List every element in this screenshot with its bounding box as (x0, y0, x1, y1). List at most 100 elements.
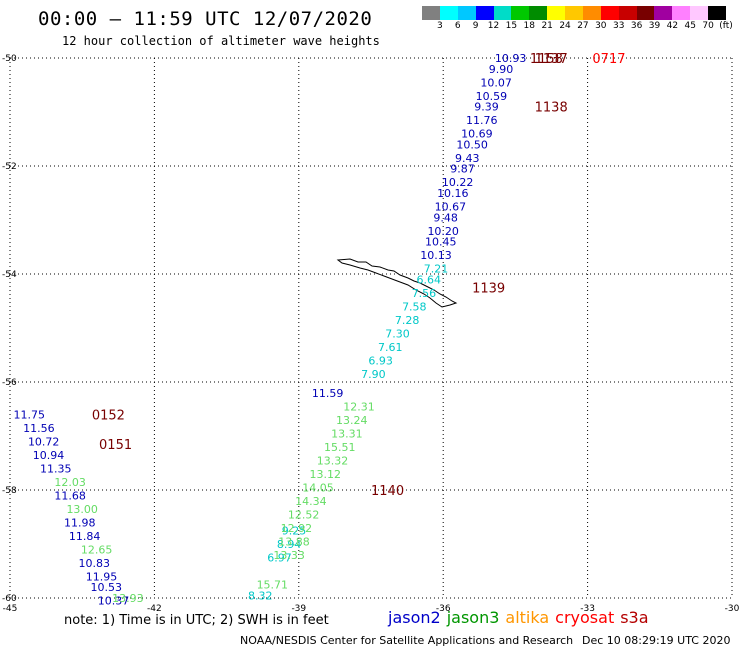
x-tick-label: -39 (291, 604, 306, 614)
pass-time-label: 1137 (535, 52, 568, 67)
swh-value-jason2: 10.20 (427, 225, 459, 238)
chart-subtitle: 12 hour collection of altimeter wave hei… (62, 34, 380, 48)
pass-time-label: 0152 (92, 408, 125, 423)
swh-value-jason2: 10.07 (480, 76, 512, 89)
swh-value-jason2: 10.83 (78, 557, 110, 570)
swh-value-jason3: 6.64 (417, 273, 442, 286)
colorbar-swatch (565, 6, 583, 20)
swh-value-jason2: 9.48 (433, 211, 458, 224)
x-tick-label: -33 (580, 604, 595, 614)
swh-value-jason2: 10.16 (437, 187, 469, 200)
swh-value-altika: 15.51 (324, 441, 356, 454)
swh-value-jason2: 11.95 (86, 570, 118, 583)
y-tick-label: -58 (2, 486, 17, 496)
colorbar-label: 6 (454, 21, 461, 31)
chart-title: 00:00 – 11:59 UTC 12/07/2020 (38, 8, 373, 30)
colorbar-label: 12 (487, 21, 500, 31)
colorbar-swatch (582, 6, 601, 20)
pass-time-label: 1139 (472, 282, 505, 297)
legend-item-jason3: jason3 (446, 608, 500, 627)
colorbar-swatch (618, 6, 637, 20)
colorbar-swatch (511, 6, 530, 20)
swh-value-altika: 13.00 (66, 503, 98, 516)
x-tick-label: -30 (725, 604, 740, 614)
colorbar-label: 39 (648, 21, 661, 31)
axis-tick-labels: -45 -42 -39 -36 -33 -30 -50 -52 -54 -56 -58 -60 (2, 54, 740, 614)
colorbar-label: 3 (437, 21, 443, 31)
swh-value-jason2: 10.22 (442, 176, 474, 189)
swh-value-jason2: 10.59 (476, 90, 508, 103)
swh-value-jason2: 10.37 (98, 595, 130, 608)
colorbar-label: 45 (684, 21, 696, 31)
colorbar-labels: 3 6 9 12 15 18 21 24 27 30 33 36 39 42 45 70 (ft) (422, 21, 733, 35)
colorbar-swatch (439, 6, 458, 20)
swh-value-jason2: 11.98 (64, 516, 96, 529)
colorbar-swatch (475, 6, 494, 20)
colorbar-label: (ft) (719, 21, 733, 31)
colorbar-label: 42 (666, 21, 679, 31)
swh-value-jason2: 11.35 (40, 462, 72, 475)
swh-value-jason2: 11.84 (69, 530, 101, 543)
swh-value-jason2: 9.90 (489, 63, 514, 76)
swh-value-altika: 15.71 (257, 579, 289, 592)
swh-value-jason2: 10.53 (91, 581, 123, 594)
swh-value-altika: 12.52 (288, 508, 320, 521)
y-tick-label: -54 (2, 270, 17, 280)
swh-value-altika: 12.65 (81, 543, 113, 556)
note-text: note: 1) Time is in UTC; 2) SWH is in fe… (64, 613, 329, 628)
map-grid (9, 57, 733, 599)
swh-value-jason2: 10.93 (495, 52, 527, 65)
colorbar-swatch (636, 6, 655, 20)
swh-value-jason2: 10.45 (425, 236, 457, 249)
swh-value-jason2: 10.72 (28, 435, 60, 448)
pass-time-label: 1158 (530, 52, 563, 67)
swh-value-jason2: 10.94 (33, 449, 65, 462)
swh-value-jason3: 7.58 (402, 300, 427, 313)
colorbar-label: 9 (472, 21, 479, 31)
swh-value-jason3: 7.90 (361, 368, 386, 381)
swh-value-jason3: 7.61 (378, 341, 403, 354)
swh-value-jason2: 11.75 (14, 408, 46, 421)
pass-time-label: 0151 (99, 438, 132, 453)
pass-time-label: 1140 (371, 484, 404, 499)
x-tick-label: -42 (147, 604, 162, 614)
swh-value-jason2: 10.67 (435, 201, 467, 214)
swh-value-jason2: 10.50 (456, 138, 488, 151)
south-georgia-coastline (336, 258, 458, 308)
swh-value-jason2: 10.69 (461, 128, 493, 141)
swh-value-jason2: 9.43 (455, 152, 480, 165)
credit-text: NOAA/NESDIS Center for Satellite Applica… (240, 634, 574, 647)
colorbar-label: 27 (577, 21, 589, 31)
colorbar-swatch (654, 6, 673, 20)
pass-time-label: 0717 (592, 52, 625, 67)
swh-value-jason2: 10.13 (420, 249, 452, 262)
colorbar-label: 30 (595, 21, 607, 31)
swh-value-jason2: 9.39 (474, 101, 499, 114)
x-tick-label: -36 (436, 604, 451, 614)
swh-value-jason3: 7.28 (395, 314, 420, 327)
y-tick-label: -52 (2, 162, 17, 172)
colorbar-swatch (708, 6, 726, 20)
colorbar-swatch (672, 6, 691, 20)
colorbar-label: 21 (541, 21, 553, 31)
colorbar-swatch (690, 6, 708, 20)
legend-item-s3a: s3a (620, 608, 649, 627)
colorbar-label: 33 (612, 21, 625, 31)
swh-value-altika: 13.12 (310, 468, 342, 481)
generated-timestamp: Dec 10 08:29:19 UTC 2020 (582, 634, 731, 647)
pass-time-label: 1138 (535, 101, 568, 116)
swh-value-jason3: 7.21 (424, 263, 449, 276)
y-tick-label: -56 (2, 378, 17, 388)
swh-value-altika: 13.88 (278, 535, 310, 548)
colorbar-swatch (547, 6, 565, 20)
colorbar-swatch (422, 6, 440, 20)
swh-value-altika: 14.05 (302, 481, 334, 494)
colorbar-label: 70 (702, 21, 714, 31)
satellite-legend: jason2 jason3 altika cryosat s3a (388, 608, 655, 627)
colorbar-swatch (600, 6, 619, 20)
swh-value-jason3: 7.56 (412, 287, 437, 300)
y-tick-label: -50 (2, 54, 17, 64)
swh-value-jason2: 11.76 (466, 114, 498, 127)
